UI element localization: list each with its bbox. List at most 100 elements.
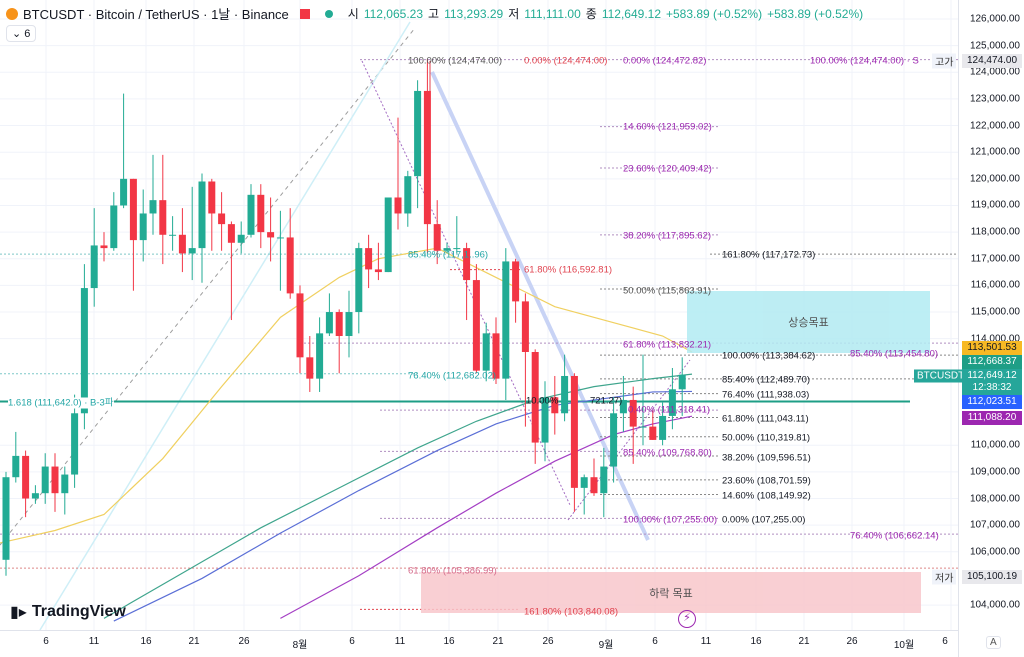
candle[interactable] bbox=[590, 458, 598, 496]
candle[interactable] bbox=[629, 386, 637, 464]
candle[interactable] bbox=[423, 58, 431, 254]
candle[interactable] bbox=[247, 184, 255, 238]
flag-icon[interactable] bbox=[299, 8, 310, 19]
candle[interactable] bbox=[159, 154, 167, 265]
candle[interactable] bbox=[551, 375, 559, 435]
candle[interactable] bbox=[316, 317, 324, 392]
candle[interactable] bbox=[51, 453, 59, 512]
candle[interactable] bbox=[668, 367, 676, 430]
ma-line-yellow[interactable] bbox=[0, 247, 693, 544]
candle[interactable] bbox=[639, 354, 647, 446]
candle[interactable] bbox=[619, 375, 627, 432]
candle[interactable] bbox=[198, 173, 206, 283]
time-axis[interactable]: 6 11 16 21 26 8월 6 11 16 21 26 9월 6 11 16 21 26 10월 6 bbox=[0, 630, 958, 657]
candle[interactable] bbox=[2, 471, 10, 576]
candle[interactable] bbox=[659, 402, 667, 446]
candle-body bbox=[580, 477, 588, 488]
price-chart[interactable] bbox=[0, 0, 958, 630]
candle[interactable] bbox=[41, 453, 49, 504]
candle[interactable] bbox=[276, 210, 284, 291]
fib-label: 23.60% (120,409.42) bbox=[623, 163, 712, 175]
candle[interactable] bbox=[139, 189, 147, 262]
candle[interactable] bbox=[463, 242, 471, 321]
ma-line-purple[interactable] bbox=[280, 415, 693, 619]
candle[interactable] bbox=[237, 221, 245, 254]
candle-body bbox=[61, 474, 69, 494]
candle[interactable] bbox=[472, 264, 480, 374]
candle[interactable] bbox=[257, 184, 265, 249]
candle[interactable] bbox=[521, 293, 529, 427]
candle[interactable] bbox=[580, 474, 588, 515]
candle[interactable] bbox=[600, 447, 608, 518]
time-tick: 11 bbox=[88, 636, 100, 647]
moving-averages[interactable] bbox=[0, 247, 693, 622]
candle[interactable] bbox=[541, 381, 549, 462]
candle[interactable] bbox=[531, 349, 539, 464]
symbol-title[interactable]: BTCUSDT · Bitcoin / TetherUS · 1날 · Bina… bbox=[23, 7, 289, 22]
lightning-event-icon[interactable]: ⚡ bbox=[678, 610, 696, 628]
fib-label: 85.40% (112,489.70) bbox=[722, 374, 811, 386]
trendline-purple-dotted-2[interactable] bbox=[567, 359, 691, 521]
upside-target-zone[interactable]: 상승목표 bbox=[687, 291, 930, 353]
candle[interactable] bbox=[12, 431, 20, 483]
candle[interactable] bbox=[325, 293, 333, 337]
trendline-light-blue[interactable] bbox=[39, 21, 411, 630]
trendline-purple-dotted[interactable] bbox=[361, 60, 571, 506]
candle[interactable] bbox=[678, 357, 686, 416]
candle[interactable] bbox=[561, 354, 569, 422]
candle[interactable] bbox=[110, 192, 118, 251]
candle[interactable] bbox=[649, 410, 657, 440]
candle[interactable] bbox=[335, 309, 343, 374]
candle[interactable] bbox=[610, 397, 618, 483]
candle[interactable] bbox=[355, 242, 363, 334]
candle[interactable] bbox=[61, 466, 69, 515]
candle[interactable] bbox=[374, 242, 382, 281]
candle[interactable] bbox=[227, 221, 235, 321]
candle[interactable] bbox=[149, 154, 157, 235]
candle[interactable] bbox=[414, 80, 422, 209]
candle[interactable] bbox=[71, 394, 79, 488]
candle[interactable] bbox=[512, 258, 520, 323]
candles[interactable] bbox=[2, 58, 686, 576]
candle-body bbox=[149, 200, 157, 214]
candle[interactable] bbox=[433, 200, 441, 265]
candle[interactable] bbox=[178, 208, 186, 273]
price-axis[interactable]: 104,000.00 106,000.00 107,000.00 108,000.00… bbox=[958, 0, 1024, 657]
candle[interactable] bbox=[267, 197, 275, 262]
candle[interactable] bbox=[100, 232, 108, 262]
candle[interactable] bbox=[404, 170, 412, 227]
candle[interactable] bbox=[169, 216, 177, 251]
high-price-tag: 124,474.00 bbox=[962, 54, 1022, 68]
trendline-dashed[interactable] bbox=[0, 27, 416, 546]
candle[interactable] bbox=[345, 290, 353, 358]
candle[interactable] bbox=[492, 317, 500, 384]
candle[interactable] bbox=[286, 208, 294, 299]
price-tick: 106,000.00 bbox=[969, 546, 1020, 558]
candle[interactable] bbox=[394, 117, 402, 230]
candle[interactable] bbox=[208, 178, 216, 251]
candle[interactable] bbox=[120, 93, 128, 209]
candle[interactable] bbox=[502, 248, 510, 400]
candle-body bbox=[218, 213, 226, 225]
indicators-collapse-button[interactable]: ⌄ 6 bbox=[6, 25, 37, 42]
candle[interactable] bbox=[22, 450, 30, 518]
candle[interactable] bbox=[482, 322, 490, 382]
candle[interactable] bbox=[188, 186, 196, 281]
candle-body bbox=[286, 237, 294, 294]
candle[interactable] bbox=[453, 216, 461, 254]
candle[interactable] bbox=[31, 485, 39, 504]
tv-logo-icon: ▮▸ bbox=[10, 604, 27, 621]
downside-target-zone[interactable]: 하락 목표 bbox=[421, 572, 921, 613]
candle[interactable] bbox=[384, 197, 392, 273]
tradingview-logo[interactable]: ▮▸ TradingView bbox=[10, 602, 126, 622]
candle[interactable] bbox=[365, 234, 373, 289]
auto-scale-button[interactable]: A bbox=[986, 636, 1001, 649]
candle[interactable] bbox=[306, 336, 314, 392]
candle[interactable] bbox=[296, 285, 304, 374]
time-tick: 11 bbox=[700, 636, 712, 647]
candle[interactable] bbox=[443, 242, 451, 254]
candle[interactable] bbox=[90, 208, 98, 307]
candle[interactable] bbox=[570, 373, 578, 512]
candle[interactable] bbox=[129, 178, 137, 291]
candle[interactable] bbox=[218, 192, 226, 251]
